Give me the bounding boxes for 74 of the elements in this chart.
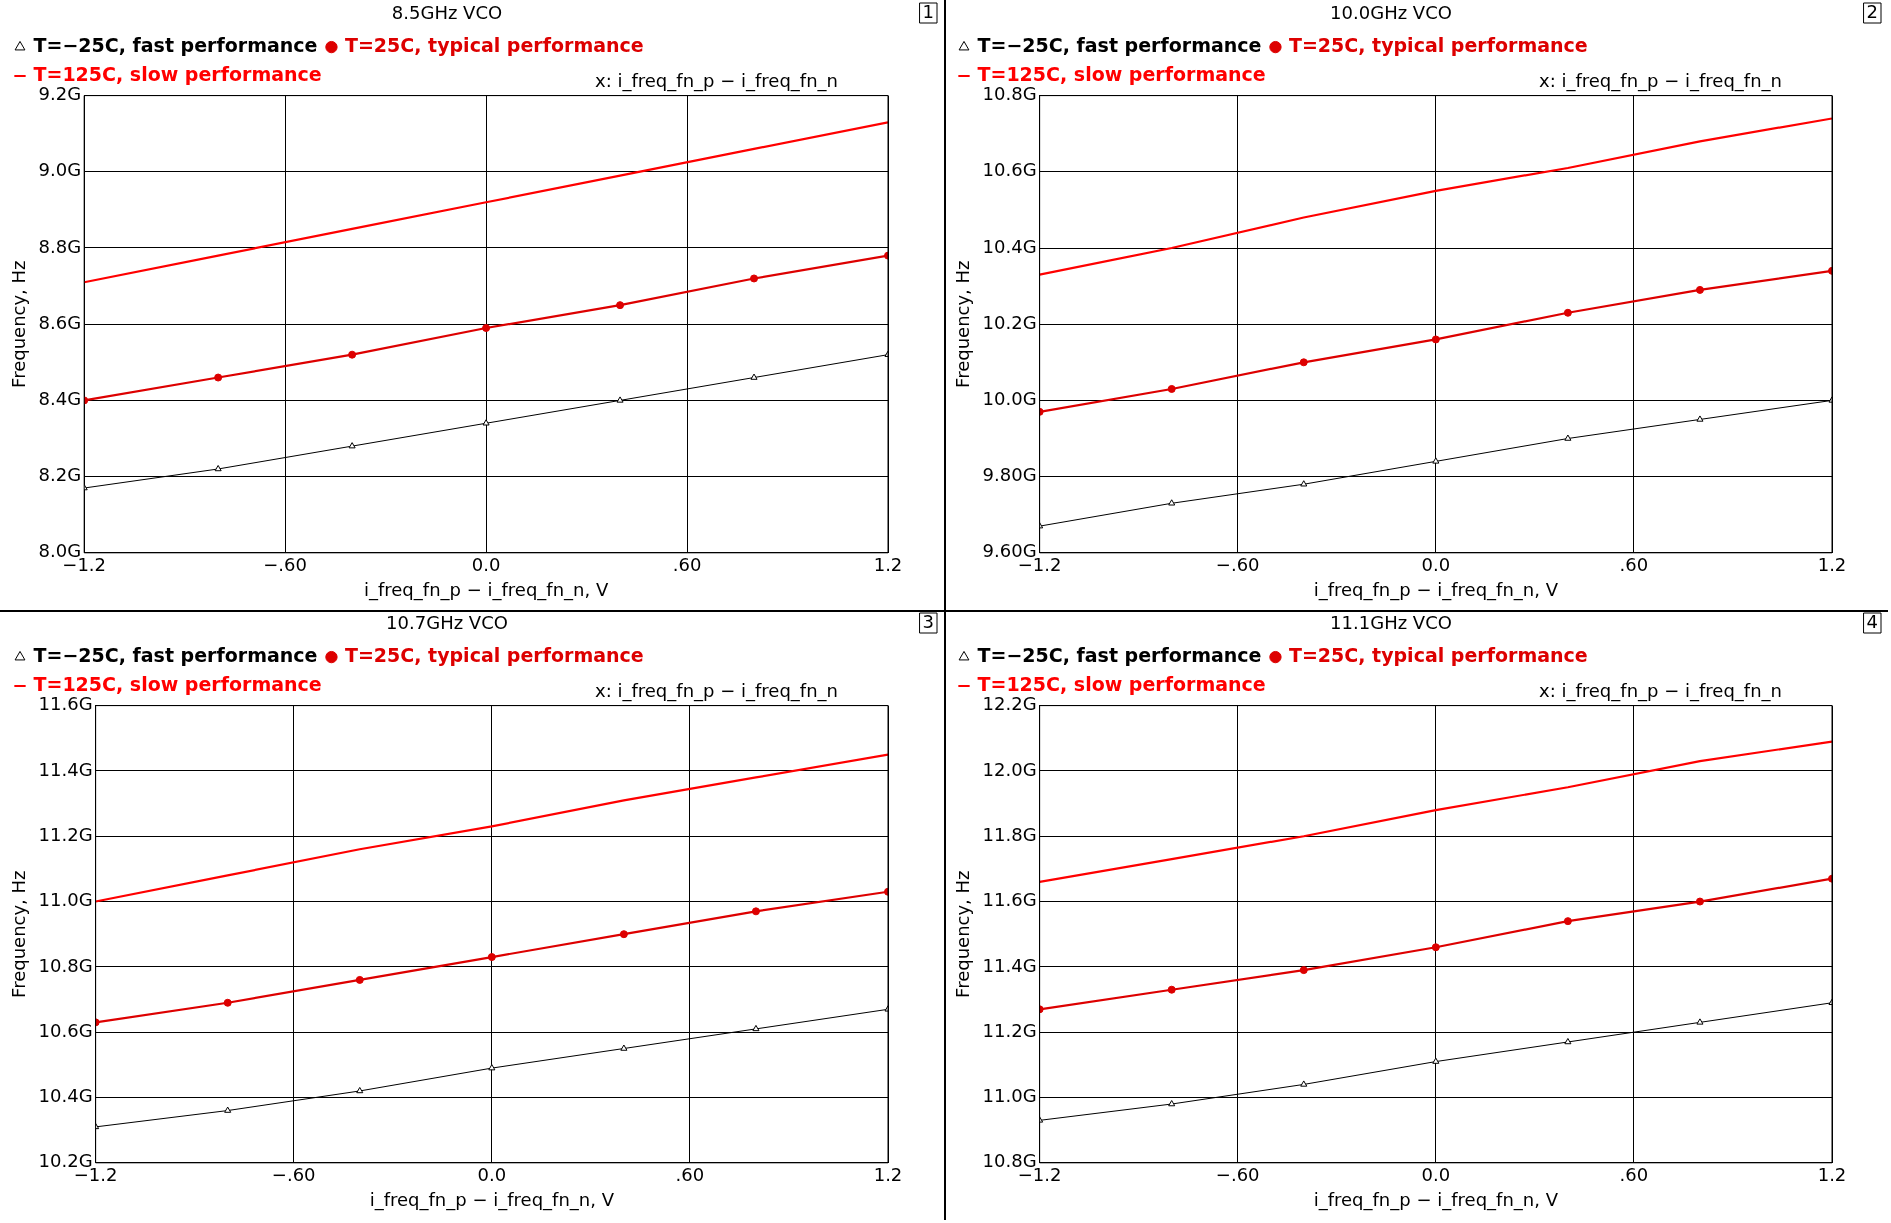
- y-tick-label: 11.8G: [982, 823, 1037, 845]
- x-tick-label: 0.0: [471, 554, 501, 576]
- x-axis-title: i_freq_fn_p − i_freq_fn_n, V: [1313, 578, 1559, 601]
- y-tick-label: 10.4G: [982, 235, 1037, 257]
- y-tick-label: 11.4G: [38, 758, 93, 780]
- y-tick-label: 10.0G: [982, 388, 1037, 410]
- x-axis-title: i_freq_fn_p − i_freq_fn_n, V: [363, 578, 609, 601]
- y-tick-label: 11.6G: [982, 889, 1037, 911]
- text: x: i_freq_fn_p − i_freq_fn_n: [1539, 70, 1782, 93]
- x-tick-label: .60: [1619, 1164, 1649, 1186]
- legend-label: T=−25C, fast performance: [33, 644, 318, 667]
- legend-label: T=25C, typical performance: [344, 644, 644, 667]
- y-tick-label: 10.6G: [38, 1019, 93, 1041]
- x-tick-label: 1.2: [1817, 1164, 1847, 1186]
- legend-label: T=125C, slow performance: [977, 63, 1266, 86]
- legend-label: T=125C, slow performance: [33, 63, 322, 86]
- text: 1: [922, 0, 934, 22]
- y-tick-label: 10.8G: [982, 83, 1037, 105]
- text: 2: [1866, 0, 1878, 22]
- y-tick-label: 8.8G: [38, 235, 82, 257]
- y-tick-label: 8.4G: [38, 388, 82, 410]
- text: x: i_freq_fn_p − i_freq_fn_n: [595, 680, 838, 703]
- y-tick-label: 9.2G: [38, 83, 82, 105]
- y-tick-label: 10.2G: [982, 311, 1037, 333]
- x-tick-label: .60: [1619, 554, 1649, 576]
- y-tick-label: 10.6G: [982, 159, 1037, 181]
- y-tick-label: 9.0G: [38, 159, 82, 181]
- y-tick-label: 11.4G: [982, 954, 1037, 976]
- y-tick-label: 11.6G: [38, 693, 93, 715]
- y-tick-label: 11.2G: [38, 823, 93, 845]
- y-tick-label: 12.0G: [982, 758, 1037, 780]
- y-tick-label: 11.2G: [982, 1019, 1037, 1041]
- y-tick-label: 8.6G: [38, 311, 82, 333]
- legend-label: T=25C, typical performance: [1288, 644, 1588, 667]
- x-tick-label: .60: [672, 554, 702, 576]
- legend-label: T=25C, typical performance: [1288, 34, 1588, 57]
- x-tick-label: −.60: [263, 554, 307, 576]
- x-tick-label: 1.2: [873, 1164, 903, 1186]
- y-axis-title: Frequency, Hz: [952, 870, 974, 998]
- chart-title: 10.7GHz VCO: [386, 612, 508, 634]
- y-axis-title: Frequency, Hz: [8, 870, 30, 998]
- text: x: i_freq_fn_p − i_freq_fn_n: [1539, 680, 1782, 703]
- x-tick-label: 0.0: [1421, 1164, 1451, 1186]
- text: 4: [1866, 610, 1878, 632]
- text: 3: [922, 610, 934, 632]
- x-tick-label: 0.0: [477, 1164, 507, 1186]
- x-axis-title: i_freq_fn_p − i_freq_fn_n, V: [1313, 1188, 1559, 1211]
- x-tick-label: .60: [675, 1164, 705, 1186]
- legend-label: T=125C, slow performance: [977, 673, 1266, 696]
- x-tick-label: −.60: [1215, 1164, 1260, 1186]
- legend-label: T=125C, slow performance: [33, 673, 322, 696]
- x-tick-label: −.60: [1215, 554, 1260, 576]
- x-axis-title: i_freq_fn_p − i_freq_fn_n, V: [369, 1188, 615, 1211]
- y-axis-title: Frequency, Hz: [8, 260, 30, 388]
- legend-label: T=−25C, fast performance: [33, 34, 318, 57]
- text: x: i_freq_fn_p − i_freq_fn_n: [595, 70, 838, 93]
- chart-title: 8.5GHz VCO: [391, 2, 503, 24]
- y-tick-label: 8.2G: [38, 464, 82, 486]
- x-tick-label: 1.2: [873, 554, 903, 576]
- x-tick-label: −.60: [271, 1164, 316, 1186]
- legend-label: T=25C, typical performance: [344, 34, 644, 57]
- y-tick-label: 9.80G: [982, 464, 1037, 486]
- y-tick-label: 10.4G: [38, 1085, 93, 1107]
- legend-label: T=−25C, fast performance: [977, 34, 1262, 57]
- y-axis-title: Frequency, Hz: [952, 260, 974, 388]
- y-tick-label: 11.0G: [38, 889, 93, 911]
- y-tick-label: 11.0G: [982, 1085, 1037, 1107]
- y-tick-label: 12.2G: [982, 693, 1037, 715]
- x-tick-label: 0.0: [1421, 554, 1451, 576]
- x-tick-label: 1.2: [1817, 554, 1847, 576]
- legend-label: T=−25C, fast performance: [977, 644, 1262, 667]
- chart-title: 10.0GHz VCO: [1330, 2, 1452, 24]
- chart-title: 11.1GHz VCO: [1330, 612, 1452, 634]
- y-tick-label: 10.8G: [38, 954, 93, 976]
